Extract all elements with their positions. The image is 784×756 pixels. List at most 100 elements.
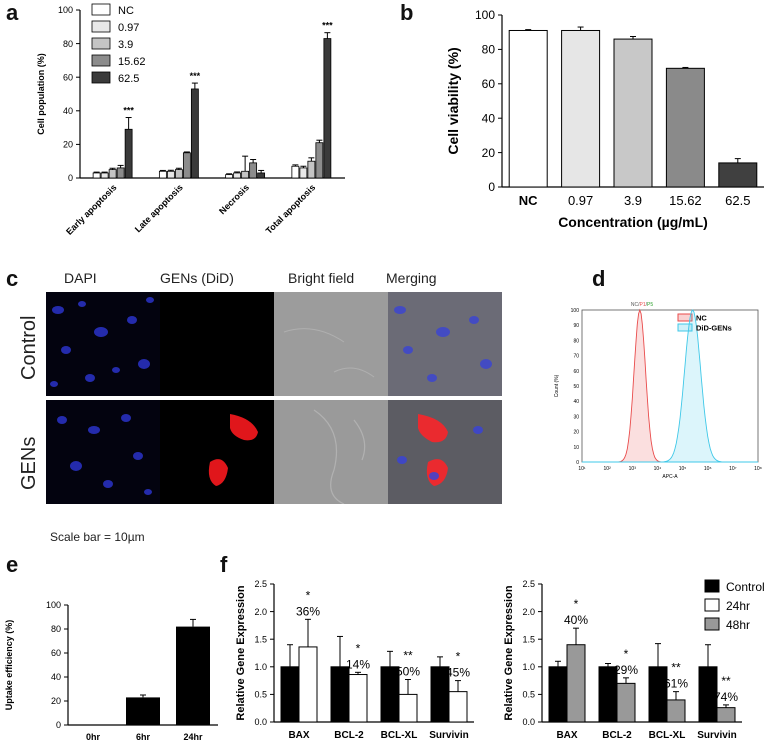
chart-b-y-tick-label: 20 <box>482 146 496 160</box>
column-header-merging: Merging <box>386 270 437 286</box>
micrograph-gens-dapi <box>46 400 160 504</box>
chart-b-y-tick-label: 80 <box>482 43 496 57</box>
column-header-gens: GENs (DiD) <box>160 270 234 286</box>
chart-f1-y-tick-label: 1.0 <box>254 662 267 672</box>
chart-f1-y-tick-label: 2.0 <box>254 607 267 617</box>
chart-f1-y-tick-label: 2.5 <box>254 579 267 589</box>
chart-a-bar <box>323 38 332 179</box>
chart-e-y-tick-label: 100 <box>46 600 61 610</box>
chart-a-apoptosis: 0 20 40 60 80 100 Cell population (%) Early apo… <box>36 3 345 237</box>
chart-d-x-tick-label: 10⁴ <box>654 466 662 472</box>
chart-a-bar <box>190 88 199 179</box>
chart-a-legend-swatch <box>91 54 111 67</box>
chart-f2-percent-change: 74% <box>714 690 738 704</box>
chart-f2-y-tick-label: 0.0 <box>522 717 535 727</box>
chart-f2-legend-swatch <box>704 579 720 593</box>
chart-a-bar <box>92 172 101 179</box>
chart-d-x-tick-label: 10³ <box>629 466 637 472</box>
chart-e-category-label: 0hr <box>86 732 101 742</box>
chart-a-significance: *** <box>123 106 134 116</box>
chart-d-x-tick-label: 10⁵ <box>679 466 687 472</box>
chart-f2-legend-swatch <box>704 598 720 612</box>
chart-f1-bar <box>330 666 350 723</box>
chart-d-flow-histogram: 0 10 20 30 40 50 60 70 80 90 100 10¹ 10² 10³ 10⁴ 10⁵ 10⁶… <box>554 302 762 480</box>
chart-d-histogram <box>582 308 758 463</box>
chart-f1-bar <box>348 674 368 723</box>
chart-b-y-tick-label: 60 <box>482 77 496 91</box>
chart-b-xlabel: Concentration (µg/mL) <box>558 214 708 230</box>
chart-a-bar <box>299 167 308 179</box>
chart-f2-bar <box>566 644 586 723</box>
chart-d-title-part: P5 <box>647 302 653 308</box>
micrograph-gens-merging <box>388 400 502 504</box>
chart-a-ylabel: Cell population (%) <box>36 53 46 135</box>
chart-b-category-label: 3.9 <box>624 193 642 208</box>
chart-a-category-label: Total apoptosis <box>264 182 318 236</box>
chart-d-title-part: NC <box>631 302 639 308</box>
chart-d-legend-label: DiD-GENs <box>696 324 732 333</box>
chart-e-category-label: 24hr <box>183 732 203 742</box>
chart-e-uptake: 0 20 40 60 80 100 Uptake efficiency (%) 0hr 6hr 2… <box>4 600 218 742</box>
chart-a-significance: *** <box>322 21 333 31</box>
chart-a-y-tick-label: 40 <box>63 106 73 116</box>
chart-d-y-tick-label: 100 <box>571 308 580 314</box>
chart-f2-legend-label: 48hr <box>726 618 750 632</box>
chart-d-ylabel: Count (%) <box>554 374 560 397</box>
chart-f1-percent-change: 36% <box>296 604 320 618</box>
chart-a-bar <box>249 162 258 179</box>
chart-f2-y-tick-label: 1.5 <box>522 634 535 644</box>
scale-bar-label: Scale bar = 10µm <box>50 530 145 544</box>
chart-a-legend-swatch <box>91 3 111 16</box>
panel-letter-a: a <box>6 0 19 25</box>
chart-f2-y-tick-label: 2.5 <box>522 579 535 589</box>
chart-e-y-tick-label: 60 <box>51 648 61 658</box>
micrograph-control-brightfield <box>274 292 388 396</box>
chart-a-y-tick-label: 0 <box>68 173 73 183</box>
chart-d-y-tick-label: 50 <box>573 384 579 390</box>
chart-f2-category-label: Survivin <box>697 730 736 741</box>
chart-d-y-tick-label: 70 <box>573 354 579 360</box>
chart-f1-category-label: BAX <box>288 730 309 741</box>
chart-a-bar <box>241 170 250 179</box>
chart-f2-y-tick-label: 1.0 <box>522 662 535 672</box>
chart-b-y-tick-label: 40 <box>482 111 496 125</box>
chart-b-viability: 0 20 40 60 80 100 Cell viability (%) NC 0.97 3.9 1… <box>445 8 764 230</box>
chart-e-category-label: 6hr <box>136 732 151 742</box>
chart-d-x-tick-label: 10⁷ <box>729 466 737 472</box>
chart-e-bar <box>126 697 160 725</box>
chart-d-legend-label: NC <box>696 314 707 323</box>
chart-a-bar <box>100 172 109 179</box>
chart-f2-percent-change: 29% <box>614 663 638 677</box>
chart-a-legend-swatch <box>91 71 111 84</box>
chart-d-legend-swatch <box>677 323 693 332</box>
micrograph-control-gens <box>160 292 274 396</box>
chart-d-y-tick-label: 60 <box>573 369 579 375</box>
chart-d-xlabel: APC-A <box>662 474 678 480</box>
chart-f2-y-tick-label: 0.5 <box>522 690 535 700</box>
micrograph-control-dapi <box>46 292 160 396</box>
chart-a-legend-swatch <box>91 20 111 33</box>
chart-d-x-tick-label: 10¹ <box>578 466 586 472</box>
row-label-control: Control <box>18 315 40 380</box>
micrograph-control-merging <box>388 292 502 396</box>
chart-b-bar <box>718 162 758 188</box>
chart-b-category-label: 0.97 <box>568 193 593 208</box>
chart-d-title-separator: / <box>638 302 640 308</box>
chart-f2-significance: * <box>574 597 579 611</box>
chart-f2-y-tick-label: 2.0 <box>522 607 535 617</box>
chart-b-ylabel: Cell viability (%) <box>445 47 461 154</box>
chart-a-category-label: Late apoptosis <box>133 182 185 234</box>
chart-a-bar <box>225 174 234 179</box>
chart-f1-category-label: BCL-XL <box>381 730 418 741</box>
chart-f1-significance: ** <box>403 648 413 662</box>
chart-f2-significance: ** <box>721 674 731 688</box>
chart-d-y-tick-label: 30 <box>573 414 579 420</box>
chart-a-legend-label: 15.62 <box>118 56 146 68</box>
chart-f1-percent-change: 50% <box>396 664 420 678</box>
chart-d-y-tick-label: 40 <box>573 399 579 405</box>
chart-d-y-tick-label: 0 <box>576 460 579 466</box>
chart-b-category-label: 62.5 <box>725 193 750 208</box>
column-header-brightfield: Bright field <box>288 270 355 286</box>
chart-a-y-tick-label: 80 <box>63 39 73 49</box>
chart-a-bar <box>108 169 117 179</box>
